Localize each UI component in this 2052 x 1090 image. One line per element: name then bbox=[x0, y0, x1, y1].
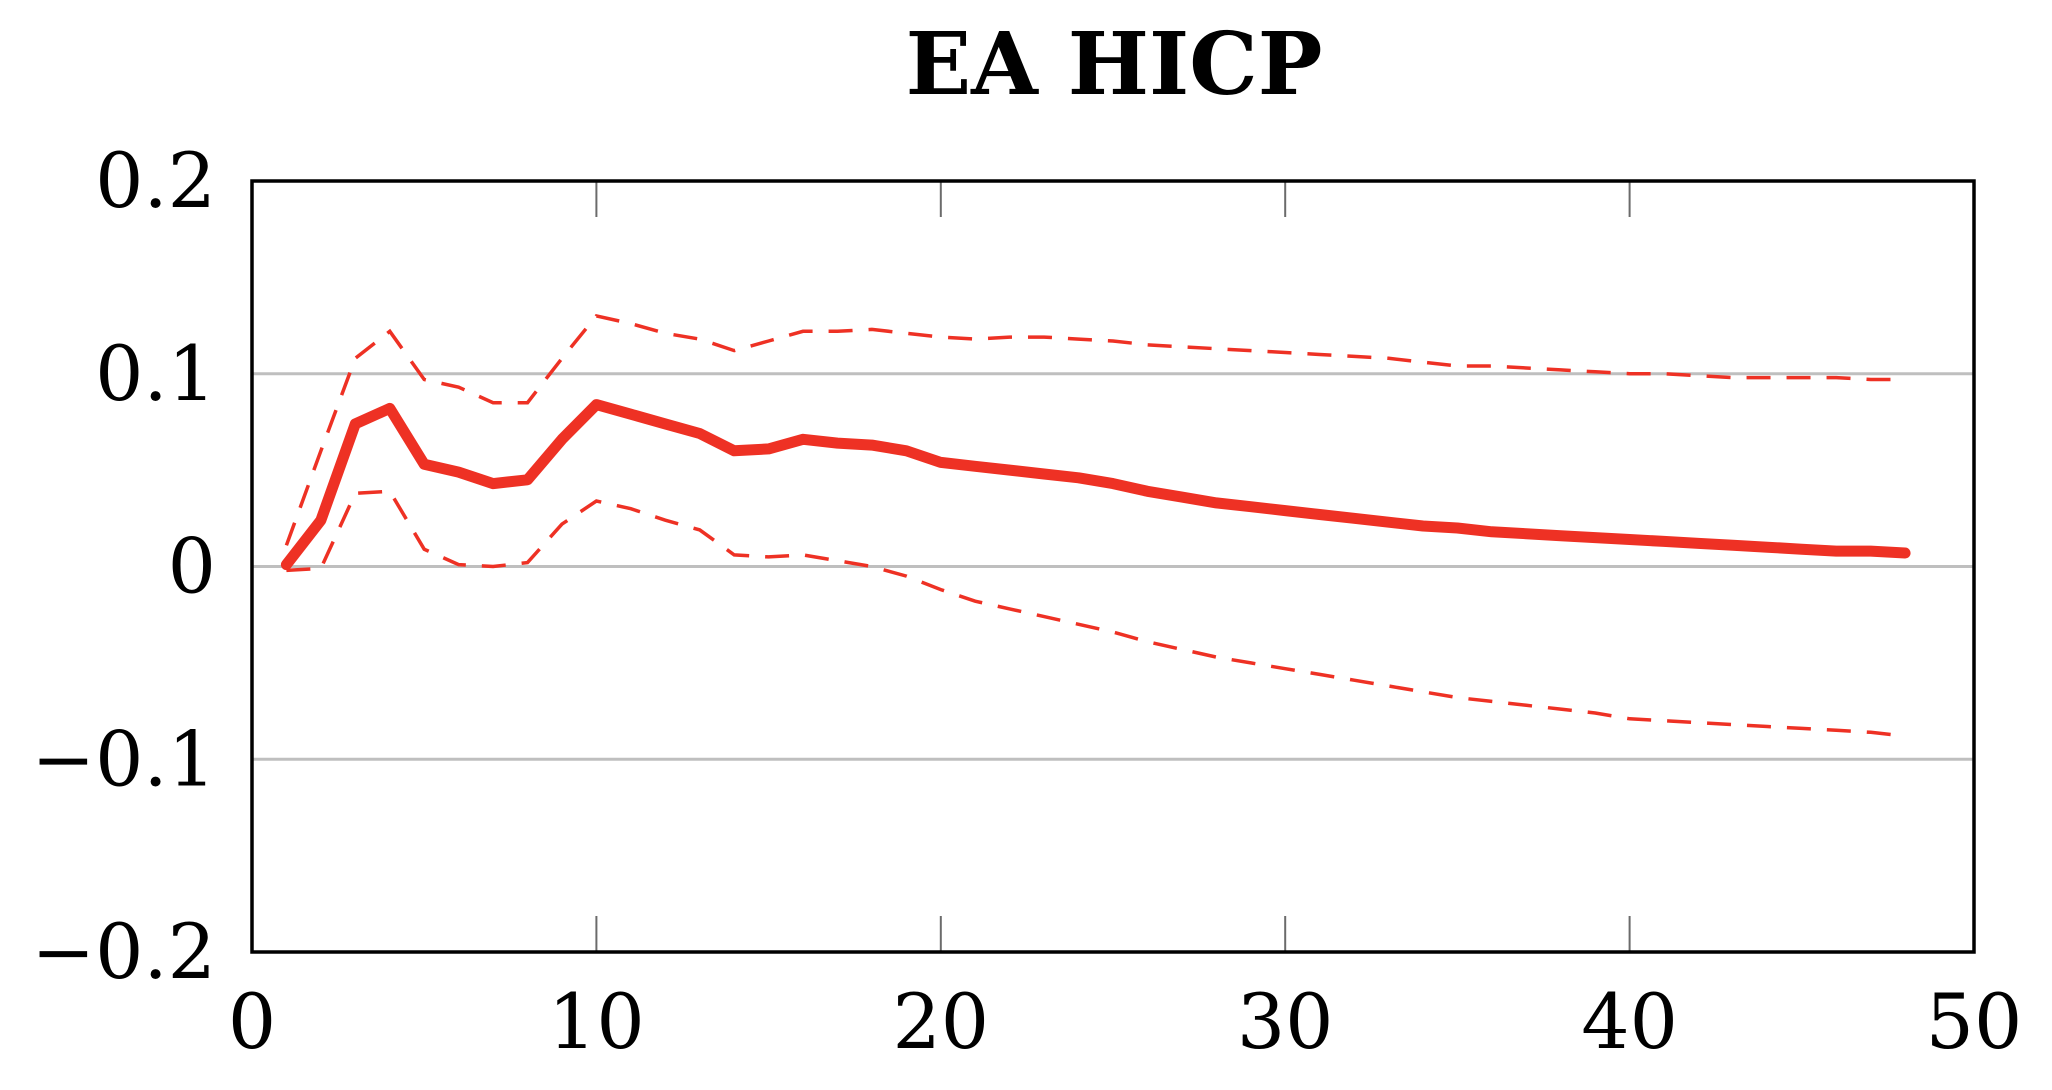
tick-mark-layer bbox=[595, 181, 1631, 952]
series-line-lower-band bbox=[286, 489, 1906, 738]
series-layer bbox=[280, 313, 1911, 738]
x-tick-labels: 0 10 20 30 40 50 bbox=[228, 977, 2023, 1066]
x-tick-label-3: 30 bbox=[1237, 977, 1334, 1066]
x-tick-label-0: 0 bbox=[228, 977, 276, 1066]
y-tick-label-4: 0.2 bbox=[95, 136, 216, 225]
chart-title: EA HICP bbox=[906, 14, 1323, 115]
series-line-estimate bbox=[280, 399, 1911, 571]
y-tick-labels: −0.2 −0.1 0 0.1 0.2 bbox=[31, 136, 216, 996]
series-line-upper-band bbox=[284, 313, 1906, 546]
x-tick-label-2: 20 bbox=[892, 977, 989, 1066]
y-tick-label-0: −0.2 bbox=[31, 907, 216, 996]
y-tick-label-3: 0.1 bbox=[95, 329, 216, 418]
plot-frame bbox=[250, 179, 1976, 954]
y-tick-label-1: −0.1 bbox=[31, 714, 216, 803]
y-tick-label-2: 0 bbox=[168, 522, 216, 611]
grid-layer bbox=[252, 372, 1974, 761]
x-tick-label-4: 40 bbox=[1581, 977, 1678, 1066]
x-tick-label-5: 50 bbox=[1926, 977, 2023, 1066]
x-tick-label-1: 10 bbox=[548, 977, 645, 1066]
